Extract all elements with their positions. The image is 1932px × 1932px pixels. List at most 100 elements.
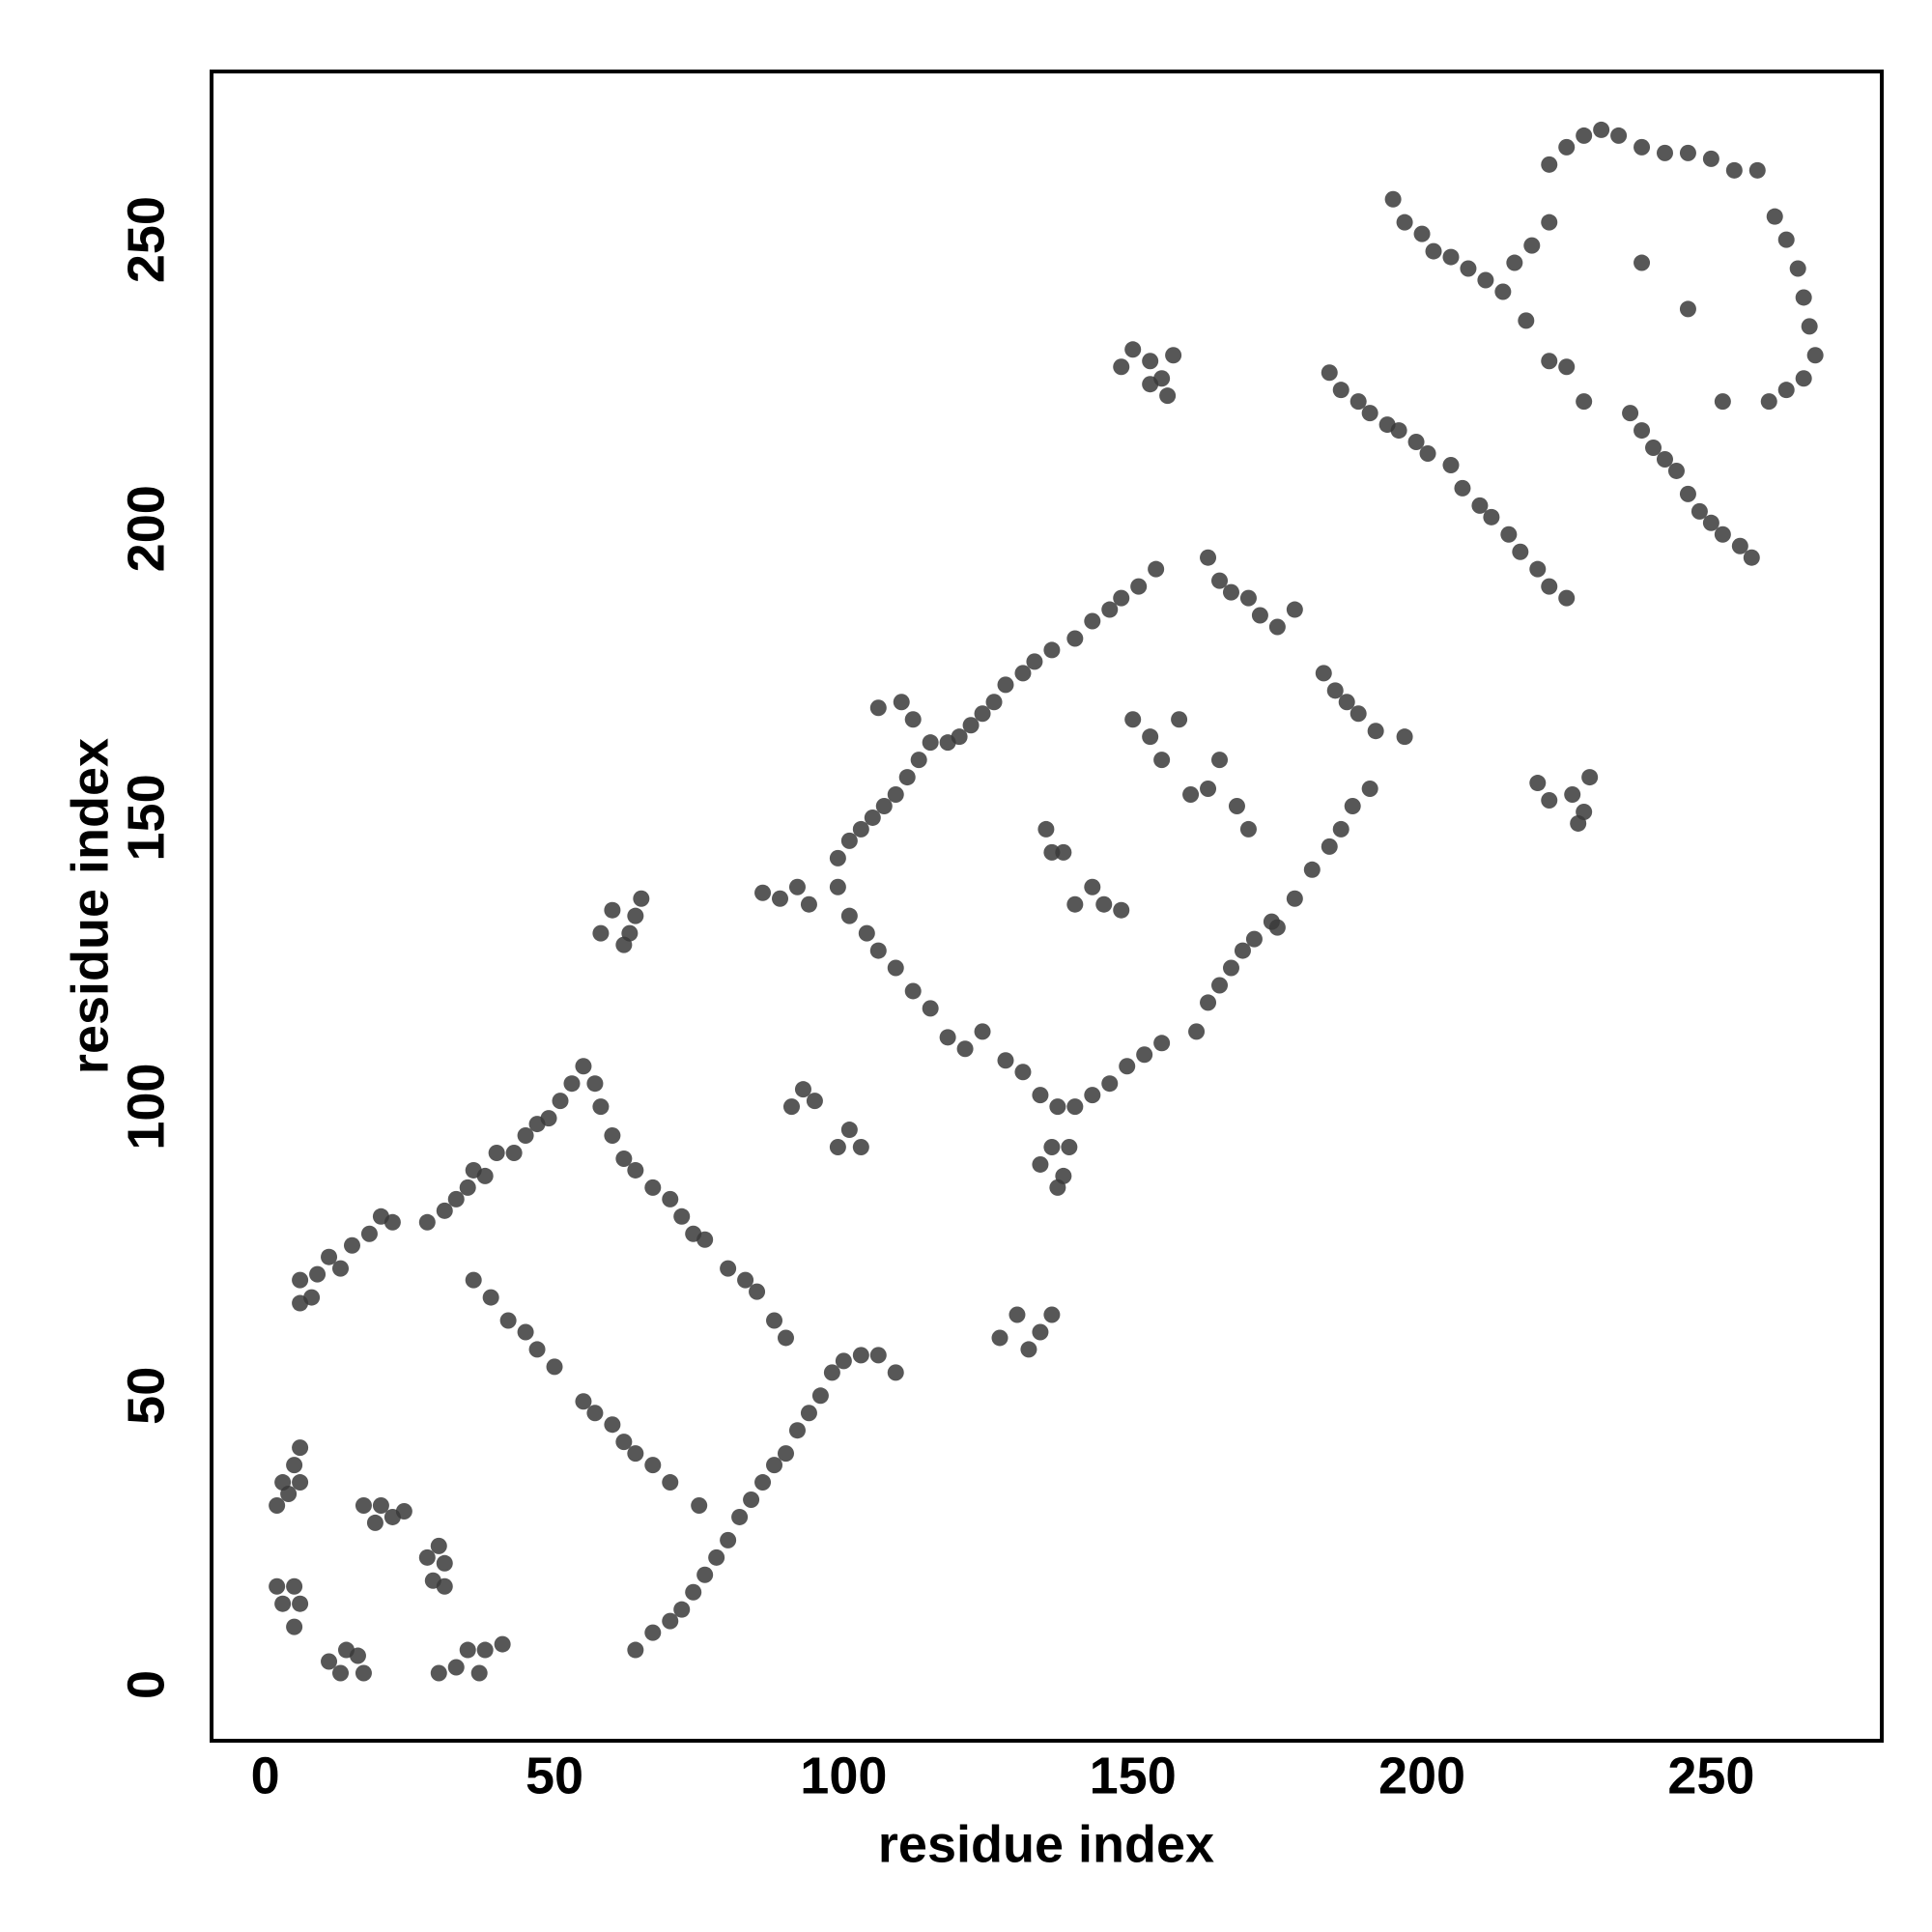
point [505, 1144, 523, 1161]
point [887, 959, 904, 977]
point [517, 1323, 534, 1341]
point [1570, 814, 1587, 832]
point [1084, 878, 1101, 895]
point [343, 1236, 360, 1254]
point [829, 1139, 846, 1156]
point [1200, 994, 1217, 1011]
point [586, 1075, 604, 1093]
point [292, 1271, 309, 1289]
point [1801, 318, 1818, 335]
point [517, 1127, 534, 1145]
point [1124, 711, 1142, 728]
point [1477, 271, 1494, 289]
point [991, 1329, 1009, 1347]
point [1622, 405, 1639, 422]
point [956, 1040, 974, 1058]
point [621, 924, 639, 942]
point [840, 1122, 858, 1139]
point [1576, 393, 1593, 411]
point [800, 895, 817, 913]
point [904, 711, 922, 728]
point [720, 1531, 737, 1548]
point [922, 1000, 939, 1017]
point [794, 1081, 811, 1098]
point [592, 1098, 610, 1116]
point [1124, 341, 1142, 358]
point [286, 1618, 303, 1635]
y-tick-label: 100 [117, 1064, 175, 1151]
point [1200, 781, 1217, 798]
point [708, 1548, 725, 1566]
point [1795, 370, 1812, 387]
point [1558, 358, 1576, 376]
point [1084, 1087, 1101, 1104]
point [869, 942, 887, 959]
point [1200, 549, 1217, 566]
point [436, 1554, 453, 1572]
point [488, 1144, 505, 1161]
x-tick-label: 250 [1667, 1747, 1754, 1804]
point [1634, 254, 1651, 271]
y-axis-title: residue index [61, 738, 119, 1074]
point [1541, 213, 1558, 231]
point [1518, 312, 1535, 329]
point [1095, 895, 1113, 913]
point [1043, 1139, 1061, 1156]
y-tick-label: 150 [117, 774, 175, 861]
point [615, 1150, 633, 1167]
point [292, 1595, 309, 1612]
point [1512, 543, 1529, 560]
x-tick-label: 200 [1378, 1747, 1465, 1804]
point [1014, 665, 1032, 682]
point [1806, 347, 1824, 364]
point [1656, 450, 1673, 468]
point [869, 1347, 887, 1364]
point [696, 1566, 714, 1583]
point [754, 1474, 772, 1492]
point [604, 901, 621, 919]
point [1350, 705, 1367, 723]
point [720, 1260, 737, 1277]
point [869, 699, 887, 717]
y-tick-label: 250 [117, 196, 175, 283]
point [430, 1664, 447, 1682]
point [1020, 1341, 1037, 1358]
point [811, 1387, 829, 1405]
point [1702, 150, 1719, 167]
point [1656, 144, 1673, 161]
point [1419, 445, 1436, 463]
point [499, 1312, 517, 1329]
point [309, 1265, 327, 1283]
point [823, 1364, 840, 1381]
point [1066, 630, 1084, 647]
point [1442, 248, 1460, 266]
y-tick-label: 200 [117, 485, 175, 572]
point [332, 1260, 350, 1277]
point [766, 1312, 783, 1329]
point [1113, 589, 1130, 607]
point [806, 1093, 823, 1110]
point [292, 1439, 309, 1457]
point [1634, 422, 1651, 440]
point [852, 1139, 869, 1156]
point [1777, 382, 1795, 399]
point [1326, 682, 1344, 699]
point [1541, 578, 1558, 595]
point [644, 1624, 662, 1641]
point [1188, 1023, 1206, 1040]
point [465, 1271, 482, 1289]
point [1789, 260, 1806, 277]
point [1055, 843, 1072, 861]
point [1165, 347, 1182, 364]
point [1634, 138, 1651, 156]
point [922, 734, 939, 752]
point [662, 1612, 679, 1630]
x-tick-label: 150 [1090, 1747, 1177, 1804]
x-tick-label: 100 [800, 1747, 887, 1804]
point [303, 1289, 321, 1306]
point [1529, 560, 1547, 578]
point [1679, 144, 1696, 161]
point [1558, 138, 1576, 156]
point [644, 1457, 662, 1474]
point [1471, 497, 1489, 514]
